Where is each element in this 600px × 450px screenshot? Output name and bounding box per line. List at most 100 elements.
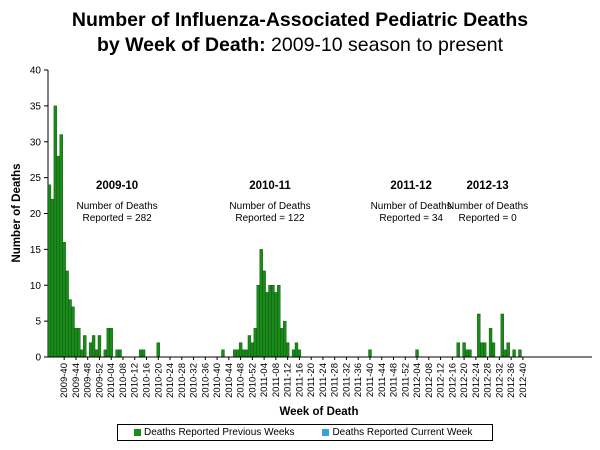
y-tick-label: 35 (30, 101, 42, 112)
bar (271, 285, 275, 358)
x-tick-label: 2009-52 (94, 363, 105, 398)
bar (50, 198, 55, 358)
x-tick-label: 2009-40 (59, 363, 70, 398)
season-count-value: Reported = 122 (235, 213, 305, 224)
x-tick-label: 2010-28 (177, 363, 188, 398)
bar (106, 328, 110, 358)
bar (512, 349, 516, 358)
season-count-label: Number of Deaths (229, 201, 310, 212)
bar (259, 249, 263, 358)
season-label: 2010-11 (249, 180, 291, 192)
x-tick-label: 2012-16 (447, 363, 458, 398)
title-line-2-bold: by Week of Death: (96, 34, 266, 56)
y-tick-label: 10 (30, 281, 42, 292)
bar (462, 342, 466, 358)
x-tick-label: 2011-12 (283, 363, 294, 397)
x-tick-label: 2011-04 (259, 363, 270, 397)
bar (480, 342, 484, 358)
x-tick-label: 2012-28 (483, 363, 494, 398)
bar (283, 320, 287, 358)
x-tick-label: 2011-20 (306, 363, 317, 397)
x-tick-label: 2011-48 (389, 363, 400, 397)
bar (465, 349, 469, 358)
y-tick-label: 30 (30, 137, 42, 148)
y-tick-label: 20 (30, 209, 42, 220)
x-tick-label: 2011-44 (377, 363, 388, 397)
title-line-1: Number of Influenza-Associated Pediatric… (71, 9, 529, 31)
legend-item-current: Deaths Reported Current Week (322, 427, 472, 438)
bar (274, 292, 278, 358)
x-tick-label: 2010-48 (236, 363, 247, 398)
bar (77, 328, 81, 358)
bar (291, 349, 296, 358)
x-tick-label: 2010-32 (189, 363, 200, 398)
bar (156, 342, 160, 358)
x-tick-label: 2012-08 (424, 363, 435, 398)
bar (506, 342, 510, 358)
bar (256, 285, 260, 358)
x-tick-label: 2011-32 (341, 363, 352, 397)
bar (238, 342, 243, 358)
season-count-label: Number of Deaths (371, 201, 452, 212)
bar (103, 349, 108, 358)
season-label: 2011-12 (390, 180, 432, 192)
y-tick-label: 15 (30, 245, 42, 256)
bars (47, 105, 522, 358)
bar (80, 349, 84, 358)
x-axis: 2009-40 2009-44 2009-48 2009-52 2010-04 2010-… (48, 356, 592, 398)
x-tick-label: 2011-40 (365, 363, 376, 397)
season-annotations: 2009-10 Number of Deaths Reported = 282 201… (77, 180, 529, 224)
x-tick-label: 2012-04 (412, 363, 423, 398)
bar (483, 342, 487, 358)
bar (68, 299, 72, 358)
bar (91, 335, 96, 358)
title-line-2: by Week of Death: 2009-10 season to pres… (0, 33, 600, 58)
y-tick-label: 40 (30, 66, 42, 77)
legend-label-current: Deaths Reported Current Week (332, 427, 473, 438)
bar (109, 328, 113, 358)
x-tick-label: 2011-28 (330, 363, 341, 397)
x-tick-label: 2012-24 (471, 363, 482, 398)
x-tick-label: 2010-20 (153, 363, 164, 398)
bar (83, 335, 87, 358)
x-tick-label: 2012-20 (459, 363, 470, 398)
bar (247, 335, 252, 358)
x-tick-label: 2009-44 (71, 363, 82, 398)
bar (118, 349, 122, 358)
bar (477, 313, 481, 358)
legend: Deaths Reported Previous Weeks Deaths Re… (117, 424, 493, 441)
bar (71, 306, 75, 358)
bar (268, 285, 272, 358)
x-tick-label: 2010-24 (165, 363, 176, 398)
bar (491, 342, 496, 358)
bar (241, 349, 246, 358)
x-tick-label: 2011-52 (400, 363, 411, 397)
legend-swatch-current (322, 429, 330, 436)
legend-label-previous: Deaths Reported Previous Weeks (144, 427, 295, 438)
bar (503, 349, 507, 358)
x-tick-label: 2010-44 (224, 363, 235, 398)
y-tick-label: 25 (30, 173, 42, 184)
season-label: 2012-13 (467, 180, 509, 192)
legend-swatch-previous (134, 429, 141, 436)
bar (221, 349, 225, 358)
season-label: 2009-10 (96, 180, 138, 192)
title-line-2-rest: 2009-10 season to present (265, 34, 504, 56)
bar (280, 328, 284, 358)
x-tick-label: 2011-24 (318, 363, 329, 397)
x-tick-label: 2010-04 (106, 363, 117, 398)
bar (262, 270, 266, 358)
bar (62, 241, 66, 358)
x-tick-label: 2011-16 (294, 363, 305, 397)
bar (518, 349, 522, 358)
legend-item-previous: Deaths Reported Previous Weeks (134, 427, 294, 438)
bar (250, 342, 255, 358)
bar (56, 155, 60, 358)
bar (500, 313, 504, 358)
x-tick-label: 2011-36 (353, 363, 364, 397)
x-axis-title: Week of Death (279, 406, 358, 418)
bar (456, 342, 460, 358)
x-tick-label: 2010-36 (200, 363, 211, 398)
season-count-value: Reported = 282 (82, 213, 152, 224)
